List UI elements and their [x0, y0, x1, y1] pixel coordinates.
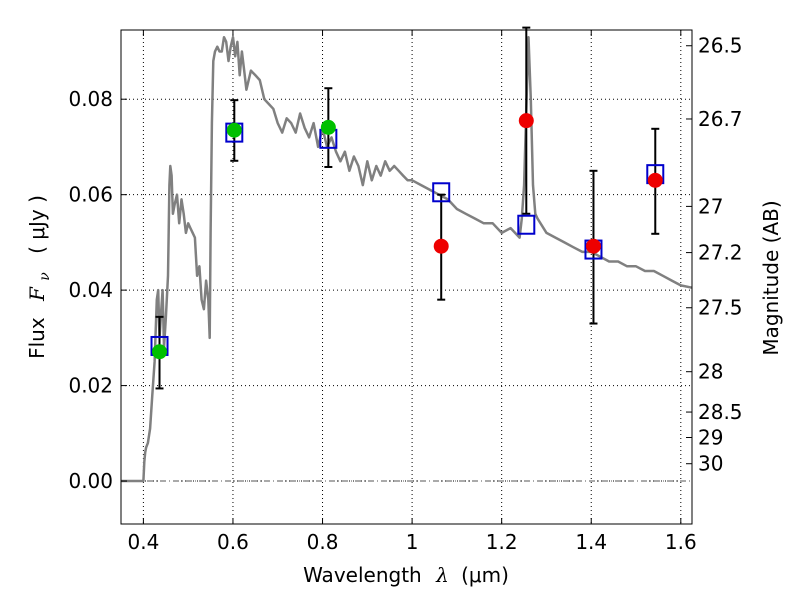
- magnitude-tick-label: 28.5: [698, 400, 743, 424]
- observed-point: [518, 113, 534, 129]
- y-tick-label: 0.02: [68, 374, 113, 398]
- x-tick-label: 1: [406, 530, 419, 554]
- grid-lines: [121, 30, 692, 524]
- y-tick-label: 0.06: [68, 183, 113, 207]
- magnitude-tick-label: 26.7: [698, 107, 743, 131]
- magnitude-tick-label: 27: [698, 194, 723, 218]
- x-tick-label: 1.2: [486, 530, 518, 554]
- detected-point: [320, 119, 336, 135]
- plot-frame: [120, 29, 693, 525]
- magnitude-axis-label: Magnitude (AB): [759, 200, 783, 355]
- y-axis-label-subscript: ν: [37, 272, 53, 281]
- sed-model-curve: [121, 35, 693, 483]
- y-tick-label: 0.00: [68, 469, 113, 493]
- x-tick-label: 1.4: [575, 530, 607, 554]
- x-axis-label-unit: (μm): [461, 563, 509, 587]
- magnitude-tick-label: 27.5: [698, 296, 743, 320]
- model-photometry-box: [432, 182, 451, 203]
- y-axis-label: Flux F ν ( μJy ): [25, 195, 54, 359]
- y-axis-label-text: Flux: [25, 317, 49, 359]
- x-tick-label: 1.6: [665, 530, 697, 554]
- x-axis-label-symbol: λ: [435, 563, 449, 587]
- observed-point: [433, 238, 449, 254]
- magnitude-tick-label: 29: [698, 426, 723, 450]
- model-photometry-layer: [150, 122, 665, 356]
- y-tick-label: 0.04: [68, 278, 113, 302]
- x-axis-label: Wavelength λ (μm): [303, 563, 509, 587]
- detected-point: [226, 122, 242, 138]
- detected-point: [152, 344, 168, 360]
- observed-point: [585, 238, 601, 254]
- y-axis-ticks: 0.00 0.02 0.04 0.06 0.08: [68, 87, 127, 493]
- x-axis-ticks: 0.4 0.6 0.8 1 1.2 1.4 1.6: [127, 30, 697, 554]
- y-axis-label-unit: ( μJy ): [25, 195, 49, 254]
- sed-model-layer: [121, 35, 693, 483]
- x-tick-label: 0.8: [307, 530, 339, 554]
- x-tick-label: 0.4: [127, 530, 159, 554]
- model-photometry-box: [517, 214, 536, 235]
- x-axis-label-text: Wavelength: [303, 563, 422, 587]
- magnitude-tick-label: 30: [698, 452, 723, 476]
- x-tick-label: 0.6: [217, 530, 249, 554]
- errorbars-layer: [155, 26, 660, 390]
- magnitude-tick-label: 26.5: [698, 34, 743, 58]
- y-axis-label-symbol: F: [25, 286, 49, 302]
- observed-point: [647, 172, 663, 188]
- magnitude-tick-label: 27.2: [698, 241, 743, 265]
- magnitude-tick-label: 28: [698, 360, 723, 384]
- y-tick-label: 0.08: [68, 87, 113, 111]
- data-points-layer: [152, 113, 663, 360]
